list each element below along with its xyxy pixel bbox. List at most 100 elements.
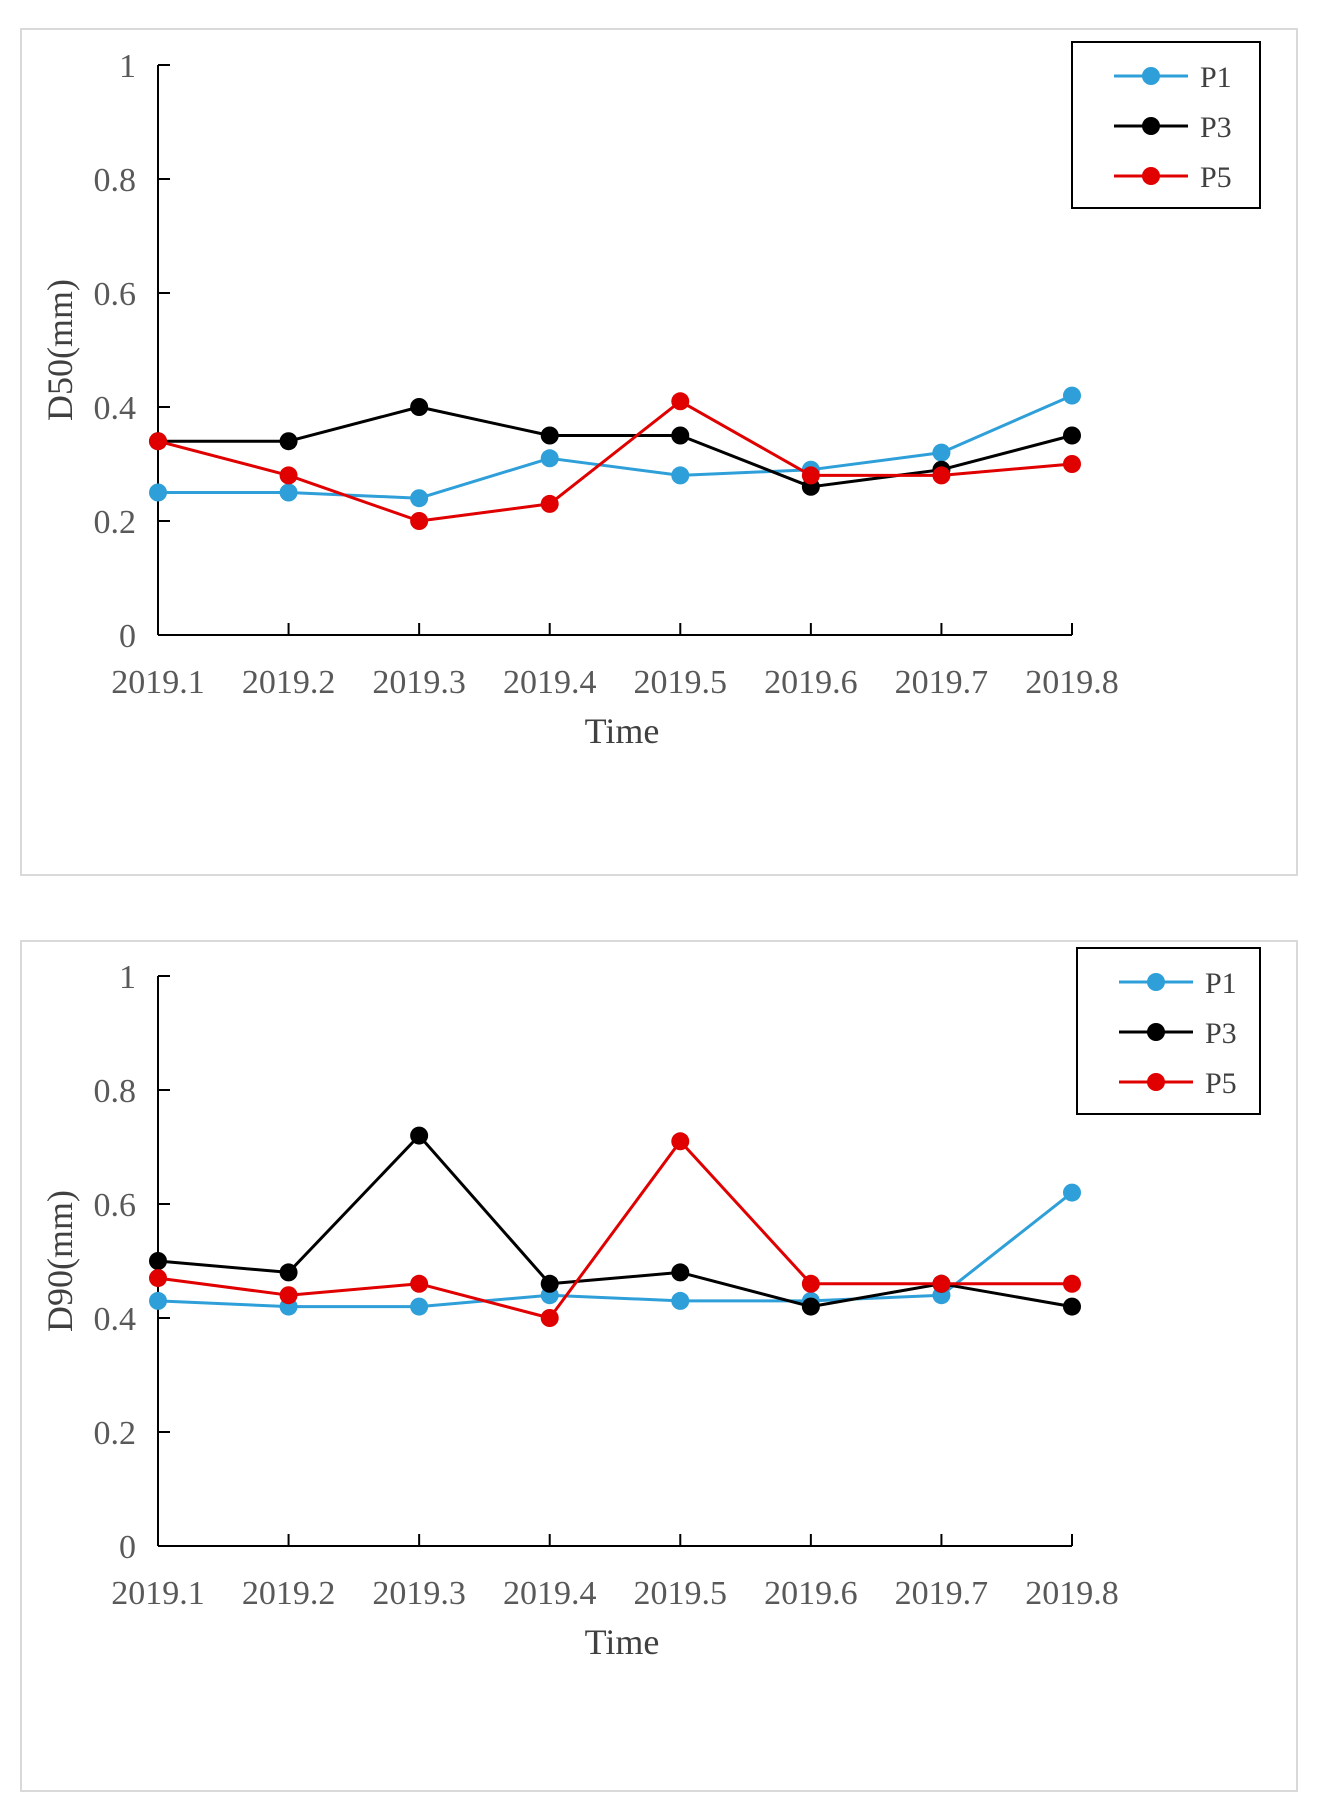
d90-chart: 0 0.2 0.4 0.6 0.8 1 2019.1 2019.2 2019.3 2019.4 20… [40,947,1261,1662]
data-point-p1 [540,449,559,468]
legend-label: P3 [1200,111,1232,144]
data-point-p5 [279,466,298,485]
legend-marker [1142,167,1160,185]
y-axis-title: D90(mm) [40,1190,80,1332]
y-tick-label: 0 [119,618,136,655]
data-point-p5 [801,1274,820,1293]
legend-marker [1147,1073,1165,1091]
legend-label: P5 [1205,1067,1237,1100]
y-axis-title: D50(mm) [40,279,80,421]
data-point-p1 [671,466,690,485]
series-p5 [149,392,1081,530]
legend-marker [1147,973,1165,991]
y-tick-label: 0.6 [94,276,137,313]
legend-marker [1142,67,1160,85]
data-point-p5 [279,1286,298,1305]
legend-label: P3 [1205,1017,1237,1050]
data-point-p5 [149,432,167,451]
x-tick-label: 2019.6 [764,1575,858,1612]
series-line-p5 [157,399,1073,523]
chart-panel-d90: 0 0.2 0.4 0.6 0.8 1 2019.1 2019.2 2019.3 2019.4 20… [20,940,1298,1792]
data-point-p5 [410,512,429,530]
series-line-p1 [157,1191,1073,1309]
legend: P1 P3 P5 [1071,41,1261,209]
data-point-p5 [671,392,690,411]
data-point-p5 [149,1269,167,1288]
data-point-p1 [149,1291,167,1310]
legend: P1 P3 P5 [1076,947,1261,1115]
y-tick-label: 0.4 [94,1301,137,1338]
x-tick-label: 2019.3 [372,664,466,701]
data-point-p5 [932,1274,951,1293]
x-tick-label: 2019.3 [372,1575,466,1612]
x-tick-label: 2019.8 [1025,1575,1119,1612]
data-point-p5 [540,494,559,513]
x-tick-label: 2019.2 [242,1575,336,1612]
data-point-p5 [1063,455,1081,473]
data-point-p1 [1063,386,1081,405]
data-point-p3 [279,432,298,451]
y-tick-label: 0.2 [94,1415,137,1452]
y-tick-label: 0 [119,1529,136,1566]
data-point-p5 [540,1309,559,1327]
data-point-p5 [410,1274,429,1293]
y-tick-label: 1 [119,48,136,85]
data-point-p3 [1063,1297,1081,1316]
series-p5 [149,1132,1081,1327]
x-tick-label: 2019.1 [111,664,205,701]
x-axis-title: Time [585,711,660,751]
data-point-p3 [801,1297,820,1316]
series-p1 [149,386,1081,508]
y-tick-label: 0.2 [94,504,137,541]
x-tick-label: 2019.7 [895,1575,989,1612]
data-point-p5 [671,1132,690,1151]
y-tick-label: 0.4 [94,390,137,427]
chart-panel-d50: 0 0.2 0.4 0.6 0.8 1 2019.1 2019.2 2019.3 2019.4 20… [20,28,1298,876]
data-point-p3 [149,1252,167,1270]
y-tick-label: 0.8 [94,162,137,199]
data-point-p3 [410,398,429,416]
x-tick-label: 2019.5 [634,664,728,701]
data-point-p3 [671,1263,690,1282]
y-tick-label: 0.8 [94,1073,137,1110]
y-tick-label: 1 [119,959,136,996]
series-line-p3 [157,1134,1073,1309]
x-tick-label: 2019.4 [503,664,597,701]
data-point-p1 [671,1291,690,1310]
data-point-p3 [1063,426,1081,445]
legend-label: P1 [1205,967,1237,1000]
data-point-p5 [1063,1274,1081,1293]
series-line-p5 [157,1139,1072,1320]
x-tick-label: 2019.1 [111,1575,205,1612]
d50-chart: 0 0.2 0.4 0.6 0.8 1 2019.1 2019.2 2019.3 2019.4 20… [40,41,1261,751]
x-tick-label: 2019.6 [764,664,858,701]
x-tick-label: 2019.2 [242,664,336,701]
data-point-p1 [410,489,429,508]
data-point-p1 [1063,1183,1081,1202]
legend-marker [1142,117,1160,135]
data-point-p1 [149,483,167,502]
series-p3 [149,1126,1081,1316]
x-tick-label: 2019.4 [503,1575,597,1612]
data-point-p3 [671,426,690,445]
series-line-p3 [158,405,1073,489]
data-point-p1 [279,483,298,502]
legend-marker [1147,1023,1165,1041]
data-point-p3 [540,426,559,445]
x-tick-label: 2019.5 [634,1575,728,1612]
series-p3 [149,398,1081,496]
data-point-p1 [410,1297,429,1316]
data-point-p1 [932,443,951,462]
data-point-p5 [932,466,951,485]
x-axis-title: Time [585,1622,660,1662]
x-tick-label: 2019.7 [895,664,989,701]
data-point-p3 [279,1263,298,1282]
data-point-p3 [540,1274,559,1293]
series-line-p1 [158,394,1073,500]
legend-label: P5 [1200,161,1232,194]
x-tick-label: 2019.8 [1025,664,1119,701]
data-point-p3 [410,1126,429,1145]
data-point-p5 [801,466,820,485]
legend-label: P1 [1200,61,1232,94]
y-tick-label: 0.6 [94,1187,137,1224]
